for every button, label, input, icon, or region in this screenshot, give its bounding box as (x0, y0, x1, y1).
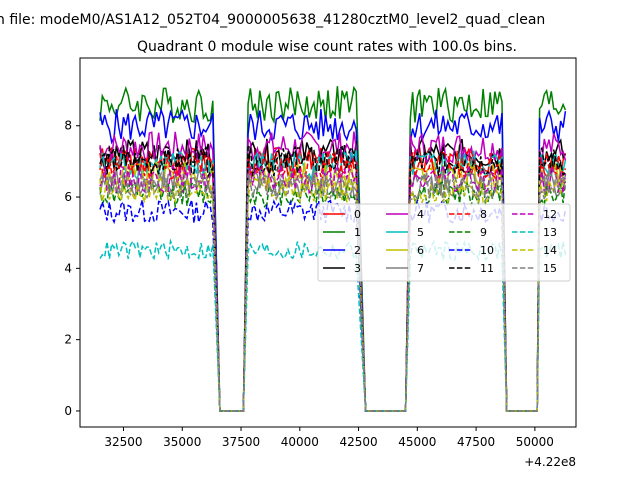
legend-label-15: 15 (543, 262, 557, 275)
legend-label-0: 0 (354, 208, 361, 221)
x-tick-label: 47500 (457, 435, 495, 449)
ticks-layer: 32500 35000 37500 40000 42500 45000 47500 50000… (64, 119, 554, 449)
series-line-12 (99, 162, 567, 412)
series-line-10 (99, 198, 567, 412)
y-tick-label: 8 (64, 119, 72, 133)
series-line-15 (99, 170, 567, 412)
legend-label-8: 8 (480, 208, 487, 221)
plot-frame (79, 57, 577, 428)
legend-box (317, 203, 571, 282)
x-tick-label: 35000 (163, 435, 201, 449)
series-line-1 (99, 85, 567, 412)
x-tick-label: 50000 (516, 435, 554, 449)
legend-label-14: 14 (543, 244, 557, 257)
series-line-2 (99, 107, 567, 412)
legend-label-2: 2 (354, 244, 361, 257)
series-line-14 (99, 176, 566, 412)
legend-label-5: 5 (417, 226, 424, 239)
legend-label-1: 1 (354, 226, 361, 239)
y-tick-label: 2 (64, 333, 72, 347)
legend-label-12: 12 (543, 208, 557, 221)
x-tick-label: 32500 (104, 435, 142, 449)
legend-label-9: 9 (480, 226, 487, 239)
series-line-11 (99, 145, 566, 412)
legend-label-11: 11 (480, 262, 494, 275)
legend-label-4: 4 (417, 208, 424, 221)
x-tick-label: 40000 (281, 435, 319, 449)
chart-title: Quadrant 0 module wise count rates with … (137, 39, 517, 55)
legend-label-6: 6 (417, 244, 424, 257)
x-tick-label: 42500 (339, 435, 377, 449)
series-layer (99, 85, 567, 412)
window-title: n file: modeM0/AS1A12_052T04_9000005638_… (0, 12, 545, 28)
legend-label-10: 10 (480, 244, 494, 257)
legend-label-13: 13 (543, 226, 557, 239)
y-tick-label: 6 (64, 190, 72, 204)
x-tick-label: 45000 (398, 435, 436, 449)
x-offset-label: +4.22e8 (524, 455, 576, 469)
series-line-8 (99, 149, 567, 412)
legend-label-7: 7 (417, 262, 424, 275)
x-tick-label: 37500 (222, 435, 260, 449)
y-tick-label: 4 (64, 261, 72, 275)
legend-label-3: 3 (354, 262, 361, 275)
y-tick-label: 0 (64, 404, 72, 418)
